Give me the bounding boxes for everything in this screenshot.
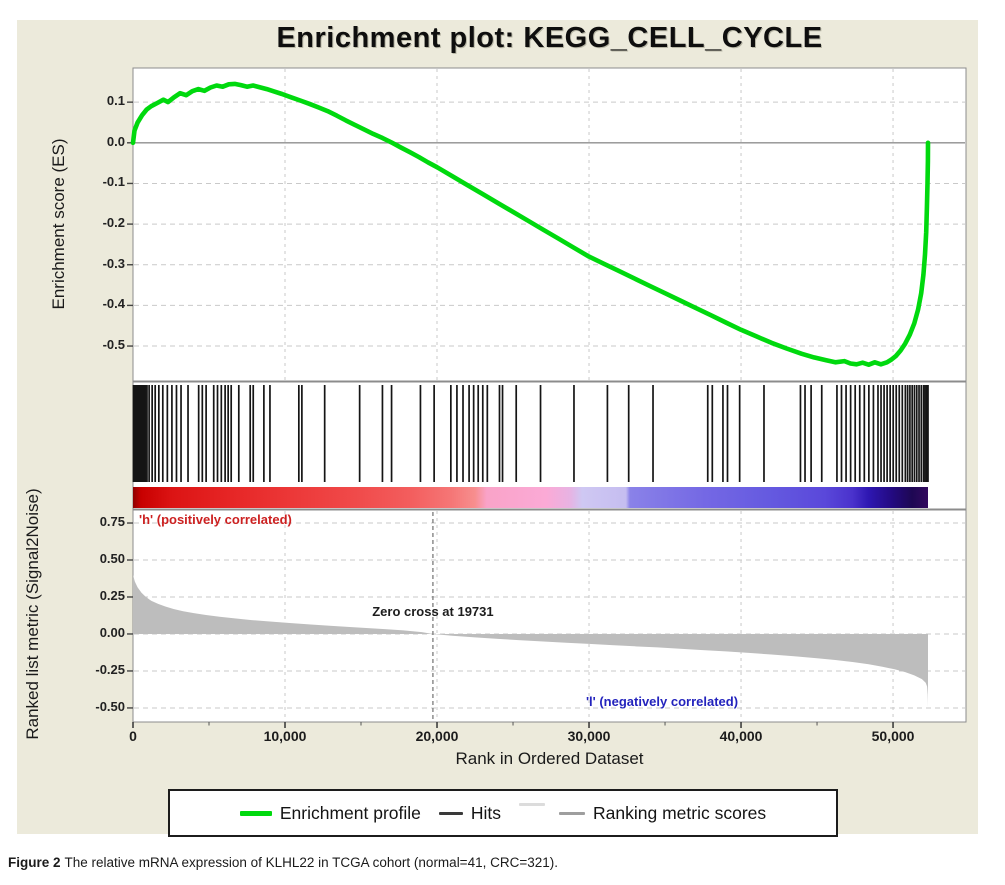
figure-caption: Figure 2 The relative mRNA expression of … <box>8 855 558 870</box>
legend-box: Enrichment profile Hits Ranking metric s… <box>168 789 838 837</box>
ranking-metric-line-swatch <box>559 811 586 815</box>
legend-item-hits: Hits <box>438 802 502 824</box>
hits-line-swatch <box>438 811 463 815</box>
plot-title: Enrichment plot: KEGG_CELL_CYCLE <box>276 22 823 54</box>
legend-label: Ranking metric scores <box>593 802 767 823</box>
legend-item-ranking-metric: Ranking metric scores <box>519 802 767 824</box>
caption-label: Figure 2 <box>8 855 61 870</box>
caption-text: The relative mRNA expression of KLHL22 i… <box>64 855 558 870</box>
legend-label: Hits <box>470 802 502 823</box>
ranking-metric-area-swatch <box>519 802 546 806</box>
enrichment-profile-line-swatch <box>239 810 272 816</box>
legend-item-enrichment-profile: Enrichment profile <box>239 802 421 824</box>
legend-label: Enrichment profile <box>279 802 421 823</box>
